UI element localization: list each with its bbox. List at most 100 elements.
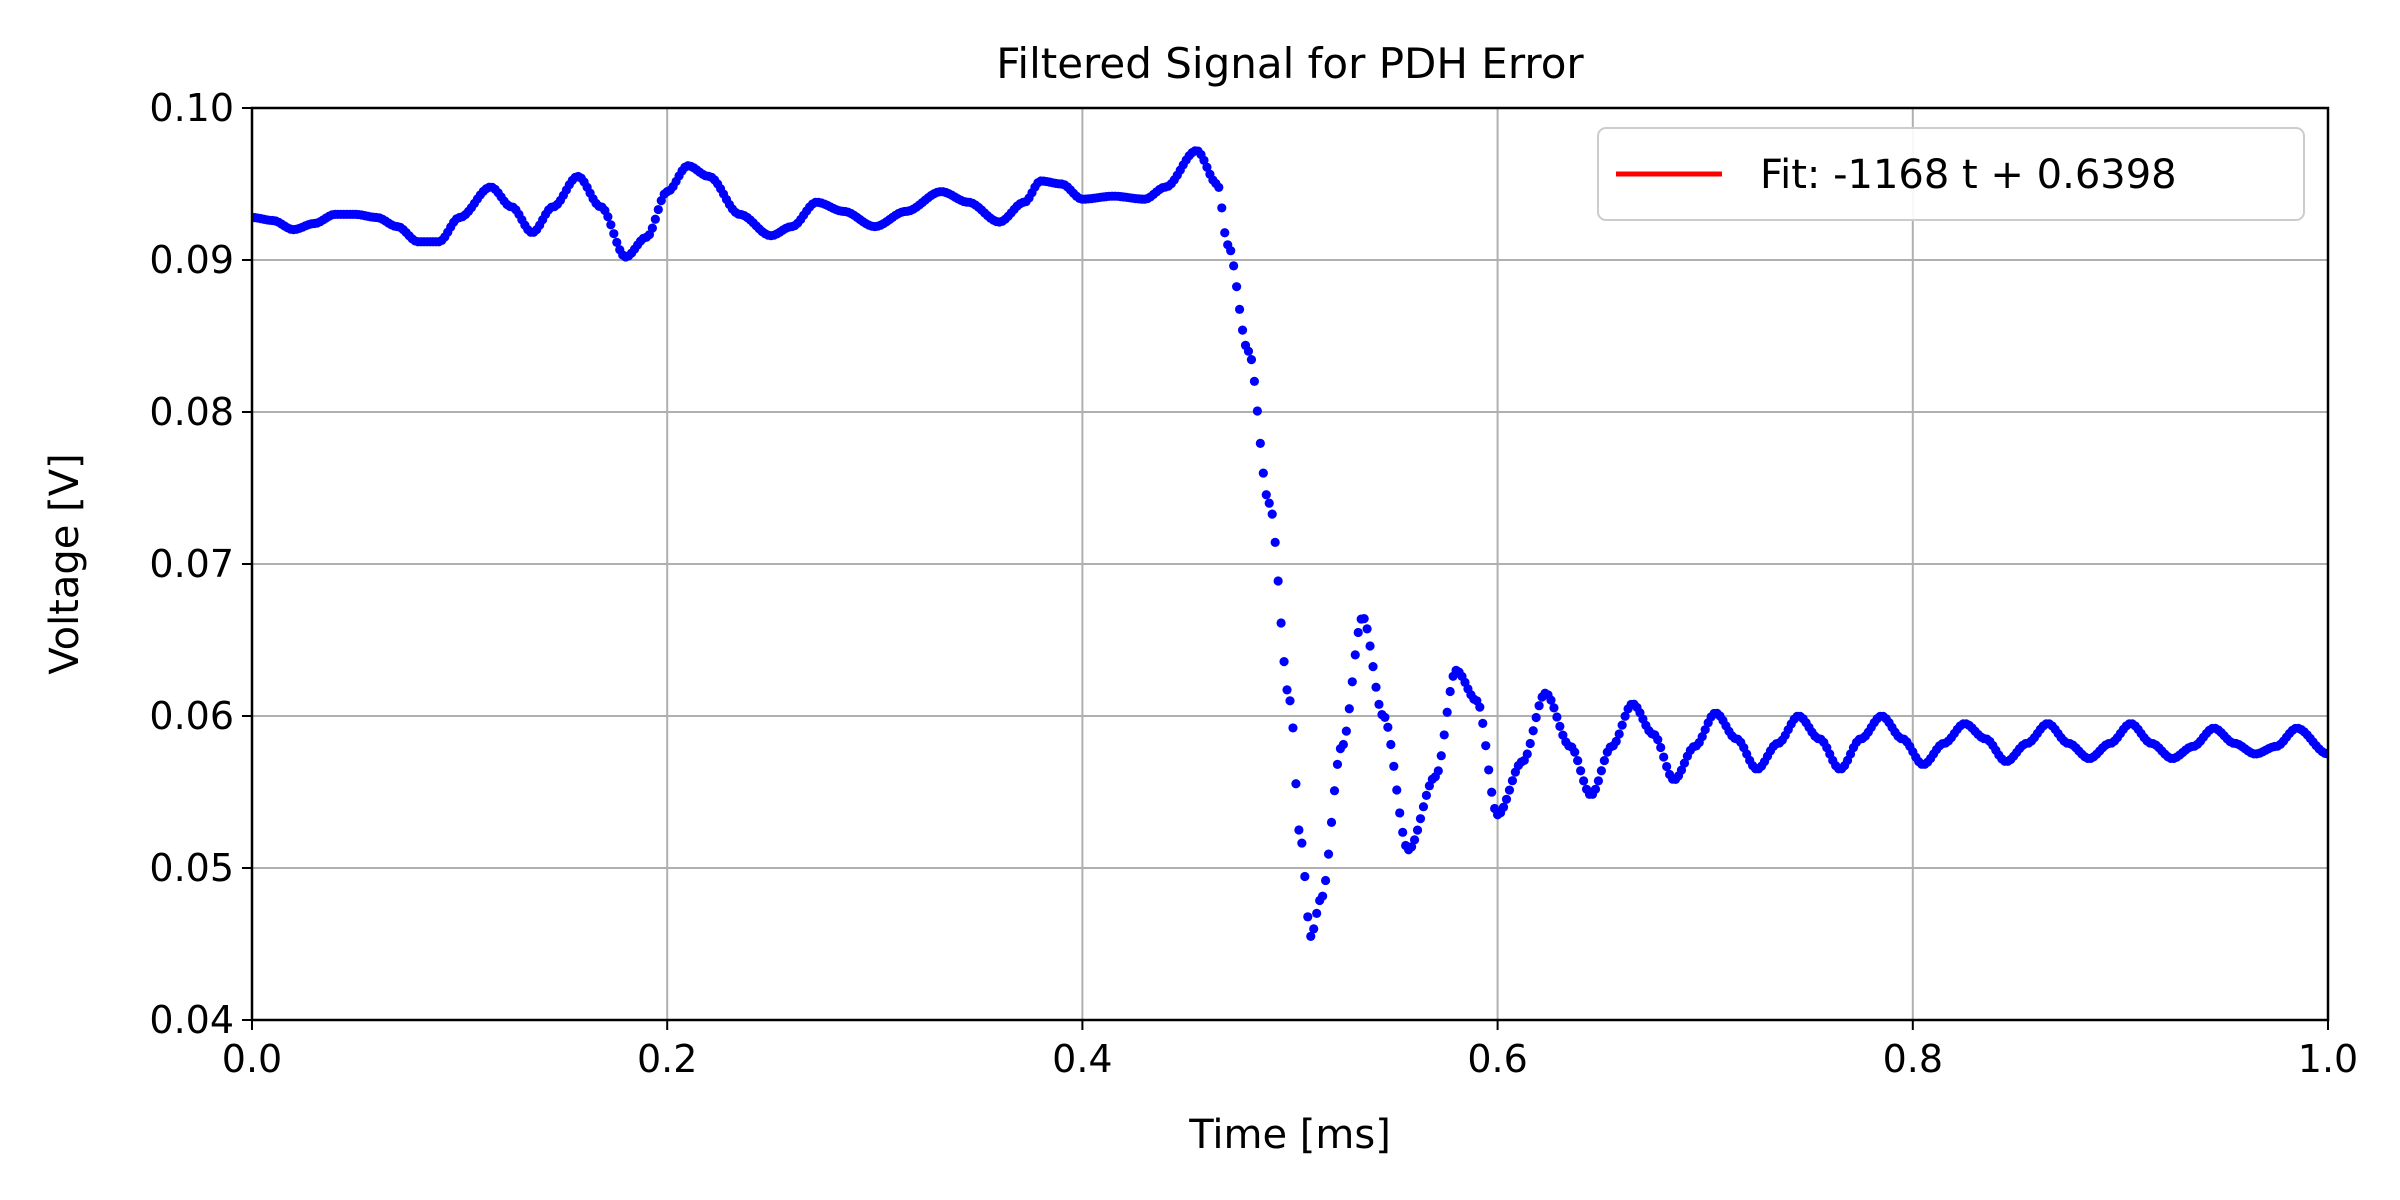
signal-point xyxy=(1526,739,1535,748)
x-tick-label: 0.4 xyxy=(1052,1037,1112,1081)
signal-point xyxy=(1265,499,1274,508)
signal-point xyxy=(1440,730,1449,739)
x-tick-label: 0.2 xyxy=(637,1037,697,1081)
legend: Fit: -1168 t + 0.6398 xyxy=(1598,128,2304,220)
y-tick-label: 0.10 xyxy=(149,86,234,130)
y-tick-label: 0.07 xyxy=(149,542,234,586)
chart-title: Filtered Signal for PDH Error xyxy=(996,39,1584,88)
signal-point xyxy=(1591,785,1600,794)
signal-point xyxy=(1505,786,1514,795)
signal-point xyxy=(1300,872,1309,881)
signal-point xyxy=(1232,282,1241,291)
signal-point xyxy=(1600,756,1609,765)
y-tick-label: 0.05 xyxy=(149,846,234,890)
signal-point xyxy=(1576,766,1585,775)
signal-point xyxy=(1535,701,1544,710)
signal-point xyxy=(1386,740,1395,749)
signal-point xyxy=(1579,776,1588,785)
signal-point xyxy=(1220,228,1229,237)
signal-point xyxy=(1573,756,1582,765)
signal-point xyxy=(1594,776,1603,785)
signal-point xyxy=(1214,183,1223,192)
signal-point xyxy=(1419,802,1428,811)
signal-point xyxy=(1443,708,1452,717)
signal-point xyxy=(1271,538,1280,547)
signal-point xyxy=(1217,203,1226,212)
signal-point xyxy=(1487,788,1496,797)
signal-point xyxy=(1416,814,1425,823)
signal-point xyxy=(1481,741,1490,750)
signal-point xyxy=(1389,762,1398,771)
signal-point xyxy=(1410,835,1419,844)
signal-point xyxy=(1268,510,1277,519)
signal-point xyxy=(1262,490,1271,499)
signal-point xyxy=(1288,723,1297,732)
signal-point xyxy=(1348,677,1357,686)
signal-point xyxy=(1475,703,1484,712)
signal-point xyxy=(1309,924,1318,933)
signal-point xyxy=(1345,704,1354,713)
signal-point xyxy=(1351,650,1360,659)
signal-point xyxy=(1321,876,1330,885)
signal-point xyxy=(1395,808,1404,817)
y-tick-label: 0.06 xyxy=(149,694,234,738)
signal-point xyxy=(1235,305,1244,314)
signal-point xyxy=(1502,795,1511,804)
signal-point xyxy=(1549,703,1558,712)
signal-point xyxy=(1277,618,1286,627)
signal-point xyxy=(1312,909,1321,918)
x-tick-label: 0.8 xyxy=(1883,1037,1943,1081)
y-tick-label: 0.04 xyxy=(149,998,234,1042)
signal-point xyxy=(1330,786,1339,795)
signal-point xyxy=(1653,735,1662,744)
signal-point xyxy=(1324,849,1333,858)
signal-point xyxy=(1327,818,1336,827)
signal-point xyxy=(1437,751,1446,760)
signal-point xyxy=(1259,468,1268,477)
signal-point xyxy=(1532,713,1541,722)
signal-point xyxy=(606,220,615,229)
signal-point xyxy=(1374,700,1383,709)
signal-point xyxy=(651,215,660,224)
signal-point xyxy=(1333,760,1342,769)
signal-point xyxy=(1285,696,1294,705)
y-tick-label: 0.08 xyxy=(149,390,234,434)
x-axis-label: Time [ms] xyxy=(1188,1112,1391,1158)
signal-point xyxy=(1478,719,1487,728)
x-tick-label: 0.0 xyxy=(222,1037,282,1081)
signal-point xyxy=(1282,685,1291,694)
signal-point xyxy=(1256,439,1265,448)
signal-point xyxy=(648,224,657,233)
signal-point xyxy=(1354,628,1363,637)
signal-point xyxy=(603,212,612,221)
signal-point xyxy=(1422,791,1431,800)
signal-point xyxy=(1383,723,1392,732)
signal-point xyxy=(1523,749,1532,758)
signal-point xyxy=(1597,766,1606,775)
signal-point xyxy=(1434,766,1443,775)
signal-point xyxy=(1363,624,1372,633)
signal-point xyxy=(1662,762,1671,771)
signal-point xyxy=(1279,657,1288,666)
signal-point xyxy=(1413,826,1422,835)
x-tick-label: 1.0 xyxy=(2298,1037,2358,1081)
signal-point xyxy=(1303,912,1312,921)
signal-point xyxy=(1570,748,1579,757)
signal-point xyxy=(1555,722,1564,731)
signal-point xyxy=(609,229,618,238)
signal-point xyxy=(1291,779,1300,788)
signal-point xyxy=(1371,683,1380,692)
signal-point xyxy=(1446,687,1455,696)
signal-point xyxy=(1250,377,1259,386)
signal-point xyxy=(1365,641,1374,650)
x-tick-label: 0.6 xyxy=(1467,1037,1527,1081)
signal-point xyxy=(1274,576,1283,585)
y-axis-label: Voltage [V] xyxy=(42,453,88,674)
y-tick-label: 0.09 xyxy=(149,238,234,282)
legend-fit-label: Fit: -1168 t + 0.6398 xyxy=(1760,152,2177,198)
signal-point xyxy=(1253,406,1262,415)
signal-point xyxy=(1508,776,1517,785)
signal-point xyxy=(1238,326,1247,335)
signal-point xyxy=(1529,726,1538,735)
